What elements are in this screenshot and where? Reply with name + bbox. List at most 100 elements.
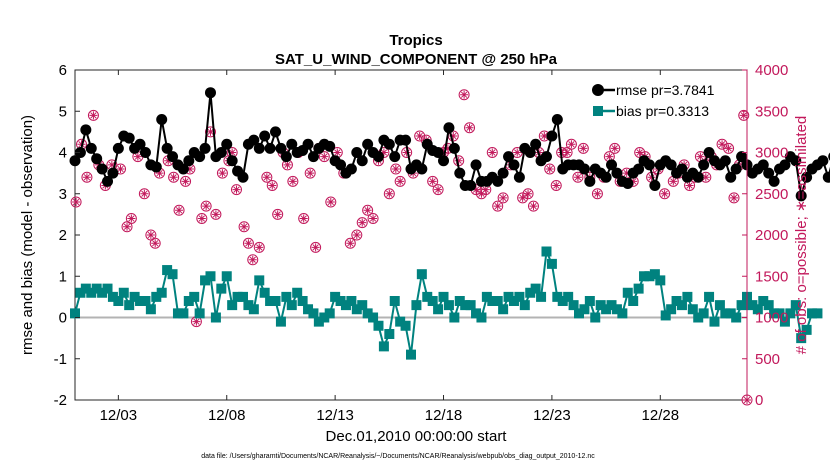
rmse-point xyxy=(324,140,336,152)
bias-point xyxy=(503,291,514,302)
rmse-point xyxy=(215,147,227,158)
bias-point xyxy=(460,300,471,311)
bias-point xyxy=(617,308,628,319)
obs-assimilated-marker xyxy=(334,149,341,156)
obs-assimilated-marker xyxy=(460,91,468,98)
obs-count-point xyxy=(367,213,379,224)
obs-count-point xyxy=(70,196,82,208)
obs-assimilated-marker xyxy=(312,244,319,251)
obs-assimilated-marker xyxy=(524,190,532,197)
obs-count-point xyxy=(591,188,603,200)
y-right-tick-label: 1500 xyxy=(755,268,788,285)
obs-count-point xyxy=(200,200,212,212)
obs-assimilated-marker xyxy=(574,174,582,181)
obs-possible-marker xyxy=(356,217,368,229)
bias-point xyxy=(102,283,113,294)
chart-title: Tropics xyxy=(389,32,442,49)
bias-point xyxy=(216,283,227,294)
bias-point xyxy=(427,296,438,306)
obs-possible-marker xyxy=(325,196,337,208)
obs-assimilated-marker xyxy=(284,161,291,169)
rmse-point xyxy=(194,151,206,163)
legend-bias-label: bias pr=0.3313 xyxy=(616,103,709,119)
obs-count-point xyxy=(210,208,222,220)
obs-count-point xyxy=(304,167,316,179)
obs-assimilated-marker xyxy=(499,194,507,202)
bias-point xyxy=(492,296,503,306)
bias-point xyxy=(747,300,758,311)
rmse-point xyxy=(649,180,661,191)
bias-point xyxy=(779,316,790,327)
obs-assimilated-marker xyxy=(636,149,643,156)
y-tick-label: 2 xyxy=(59,227,67,244)
rmse-point xyxy=(703,147,715,158)
rmse-point xyxy=(286,138,298,150)
rmse-point xyxy=(530,138,542,150)
obs-count-point xyxy=(261,171,273,183)
legend-rmse-label: rmse pr=3.7841 xyxy=(616,82,715,98)
obs-count-point xyxy=(344,237,356,249)
bias-point xyxy=(330,291,341,302)
obs-possible-marker xyxy=(216,167,228,179)
bias-point xyxy=(519,300,530,311)
y-tick-label: 3 xyxy=(59,186,67,203)
bias-point xyxy=(145,304,156,315)
obs-assimilated-marker xyxy=(90,112,97,119)
y-tick-label: 4 xyxy=(59,145,67,162)
obs-count-point xyxy=(242,237,254,249)
obs-possible-marker xyxy=(287,175,299,187)
rmse-point xyxy=(698,159,710,171)
bias-point xyxy=(498,304,509,315)
rmse-point xyxy=(779,159,791,171)
bias-point xyxy=(644,271,655,282)
obs-assimilated-marker xyxy=(364,207,371,214)
obs-assimilated-marker xyxy=(307,169,314,177)
obs-possible-marker xyxy=(261,171,273,183)
obs-count-point xyxy=(351,229,363,241)
rmse-point xyxy=(622,177,634,189)
obs-possible-marker xyxy=(304,167,316,179)
obs-possible-marker xyxy=(716,138,728,150)
rmse-point xyxy=(416,163,428,175)
obs-assimilated-marker xyxy=(175,207,183,214)
rmse-point xyxy=(665,159,677,171)
bias-point xyxy=(443,300,454,311)
obs-count-point xyxy=(728,192,740,204)
rmse-point xyxy=(107,167,119,179)
obs-possible-marker xyxy=(367,213,379,224)
bias-point xyxy=(183,296,194,306)
bias-point xyxy=(709,316,720,327)
y-tick-label: 5 xyxy=(59,103,67,120)
bias-point xyxy=(552,291,563,302)
obs-assimilated-marker xyxy=(530,202,537,210)
y-tick-label: 1 xyxy=(59,268,67,285)
obs-possible-marker xyxy=(138,188,150,200)
obs-assimilated-marker xyxy=(568,141,575,148)
obs-possible-marker xyxy=(242,237,254,249)
obs-count-point xyxy=(738,109,750,121)
bias-point xyxy=(449,312,460,323)
bias-point xyxy=(97,287,108,298)
obs-assimilated-marker xyxy=(580,145,587,152)
obs-assimilated-marker xyxy=(245,240,252,247)
obs-assimilated-marker xyxy=(489,149,496,156)
obs-possible-marker xyxy=(475,188,487,200)
rmse-point xyxy=(719,155,731,167)
rmse-point xyxy=(801,171,813,183)
obs-assimilated-marker xyxy=(466,124,473,131)
obs-count-point xyxy=(87,109,99,121)
bias-point xyxy=(595,300,606,311)
bias-point xyxy=(135,296,146,306)
rmse-point xyxy=(139,147,151,158)
bias-point xyxy=(698,308,709,319)
bias-point xyxy=(297,296,308,306)
obs-assimilated-marker xyxy=(347,240,354,247)
obs-assimilated-marker xyxy=(198,215,205,222)
obs-possible-marker xyxy=(659,188,671,200)
rmse-point xyxy=(795,190,807,202)
obs-possible-marker xyxy=(168,171,180,183)
obs-assimilated-marker xyxy=(519,194,526,202)
rmse-point xyxy=(275,142,287,154)
obs-possible-marker xyxy=(390,163,402,175)
